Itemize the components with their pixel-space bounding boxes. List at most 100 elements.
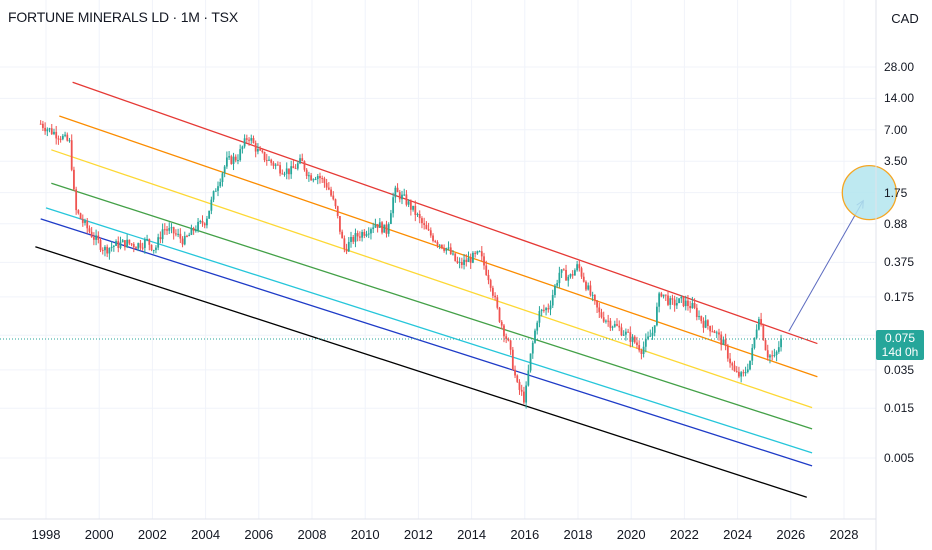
candle (542, 304, 545, 313)
candle (243, 134, 246, 149)
price-axis-tick: 14.00 (884, 91, 915, 106)
candle (327, 182, 330, 191)
price-axis-tick: 0.035 (884, 362, 915, 377)
currency-selector[interactable]: CAD (891, 10, 919, 26)
candle (516, 374, 519, 383)
time-axis-tick: 2018 (563, 527, 593, 542)
candle (378, 218, 381, 228)
candle (449, 243, 452, 255)
candle (454, 253, 457, 262)
candle (303, 160, 306, 172)
candle (478, 250, 481, 253)
candle (675, 296, 678, 310)
candle (53, 128, 55, 136)
candle (101, 247, 104, 255)
candle (79, 212, 82, 220)
candle (773, 348, 776, 358)
candle (99, 237, 102, 253)
candle (143, 237, 146, 254)
candle (135, 246, 137, 249)
price-axis-tick: 28.00 (884, 60, 915, 74)
candle (434, 239, 437, 243)
channel-line (51, 182, 813, 430)
candle (755, 324, 758, 340)
candle (582, 272, 585, 283)
candle (148, 238, 151, 251)
candle (228, 151, 230, 160)
candle (90, 227, 93, 238)
candle (259, 146, 262, 151)
candle (687, 295, 689, 311)
candle (452, 250, 454, 256)
last-price-badge: 0.075 14d 0h (876, 330, 924, 360)
candle (456, 256, 459, 264)
candle (547, 303, 550, 313)
projection-arrow (788, 164, 897, 332)
projection-line (788, 200, 864, 332)
candle (405, 190, 408, 207)
candle (576, 260, 579, 272)
candle (398, 189, 401, 203)
candle (491, 285, 494, 299)
candle (436, 240, 439, 248)
candle (511, 346, 514, 371)
candle (775, 350, 778, 362)
candle (558, 266, 561, 288)
candle (689, 300, 692, 313)
candle (458, 257, 461, 269)
candle (314, 176, 317, 181)
candle (556, 279, 559, 289)
candle (365, 230, 368, 238)
candle (345, 243, 348, 255)
candle (627, 328, 629, 333)
candle (361, 229, 363, 242)
candle (41, 120, 44, 131)
candle (591, 291, 594, 302)
candle (560, 269, 563, 278)
price-axis-tick: 0.88 (884, 216, 908, 231)
candle (580, 266, 583, 279)
candle (760, 312, 762, 327)
candle (356, 230, 359, 242)
candle (104, 245, 106, 257)
candle (257, 143, 259, 155)
candle (387, 222, 390, 237)
candle (729, 352, 731, 368)
candle (753, 337, 756, 350)
channel-line (40, 218, 813, 467)
candle (616, 318, 618, 327)
candle (73, 166, 75, 191)
candle (381, 221, 383, 235)
candle (523, 386, 525, 405)
candle (319, 172, 321, 184)
candle (678, 298, 680, 304)
candle (66, 132, 69, 142)
candle (600, 308, 603, 319)
candle (571, 270, 574, 279)
candle (469, 253, 472, 269)
candle (780, 334, 782, 352)
candle (463, 254, 465, 270)
candle (261, 148, 264, 154)
candle (757, 316, 760, 331)
candle (339, 216, 341, 235)
candle (139, 240, 142, 251)
candle (201, 215, 204, 227)
candle (390, 209, 392, 225)
candle (130, 243, 133, 247)
channel-line (45, 207, 813, 454)
candle (110, 241, 113, 252)
candle (629, 326, 632, 348)
candle (403, 188, 406, 197)
candle (724, 333, 727, 351)
candle (695, 304, 698, 321)
candle (108, 247, 111, 260)
candle (607, 314, 610, 327)
candle (664, 294, 667, 302)
candle (573, 268, 576, 276)
candle (64, 131, 66, 138)
candle (70, 134, 73, 172)
candle (170, 223, 173, 234)
candle (367, 227, 370, 239)
